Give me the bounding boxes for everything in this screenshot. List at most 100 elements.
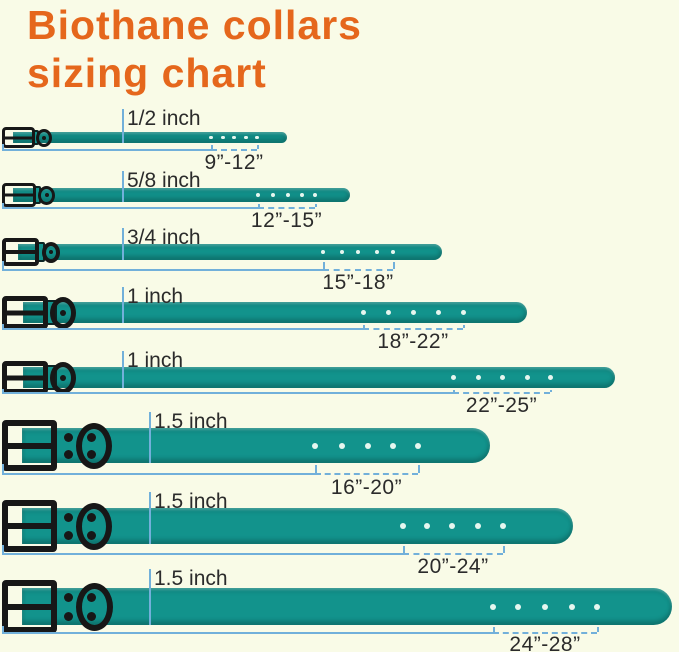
rivet <box>86 512 96 522</box>
measure-tick <box>323 262 325 269</box>
collar-hole <box>547 375 553 380</box>
d-ring <box>76 582 113 631</box>
collar-hole <box>232 135 236 140</box>
buckle-prong <box>2 136 18 139</box>
collar-hole <box>475 375 481 380</box>
measure-dashed-line <box>258 207 315 209</box>
measure-tick <box>503 546 505 553</box>
collar-hole <box>385 310 391 315</box>
buckle <box>2 296 48 329</box>
d-ring <box>76 502 112 550</box>
rivet <box>63 432 73 442</box>
length-range-label: 20”-24” <box>417 555 489 578</box>
collar-hole <box>244 135 248 140</box>
measure-tick <box>211 145 213 149</box>
d-ring <box>50 296 76 329</box>
buckle-prong <box>4 310 25 315</box>
measure-tick <box>418 465 420 473</box>
length-range-label: 16”-20” <box>330 476 403 499</box>
buckle-middle-bar <box>3 136 34 139</box>
buckle-prong <box>5 523 30 529</box>
measure-dashed-line <box>493 632 597 634</box>
measure-line <box>2 473 315 475</box>
measure-tick <box>258 204 260 207</box>
collar-hole <box>221 135 225 140</box>
collar-hole <box>542 603 548 610</box>
measure-line <box>2 392 453 394</box>
rivet <box>60 309 66 316</box>
collar-hole <box>365 442 371 449</box>
collar-hole <box>339 442 345 449</box>
width-label-tick <box>122 171 124 202</box>
measure-tick <box>2 203 4 207</box>
measure-line <box>2 632 493 634</box>
collar-hole <box>300 193 304 197</box>
rivet <box>86 530 96 540</box>
collar-hole <box>450 375 456 380</box>
width-label: 3/4 inch <box>127 226 201 249</box>
length-range-label: 24”-28” <box>509 633 581 652</box>
measure-tick <box>2 464 4 473</box>
buckle-middle-bar <box>5 375 45 380</box>
collar-hole <box>209 135 213 140</box>
width-label-tick <box>149 569 151 625</box>
width-label: 1.5 inch <box>154 490 228 513</box>
collar-hole <box>524 375 530 380</box>
rivet <box>63 449 73 459</box>
collar-hole <box>312 442 318 449</box>
buckle-middle-bar <box>4 250 37 254</box>
d-ring <box>42 241 60 263</box>
rivet <box>63 592 73 602</box>
length-range-label: 22”-25” <box>465 394 538 417</box>
measure-dashed-line <box>315 473 418 475</box>
buckle-middle-bar <box>3 193 35 197</box>
rivet <box>44 193 49 197</box>
collar-strap <box>23 367 615 388</box>
measure-tick <box>2 261 4 269</box>
measure-tick <box>453 390 455 392</box>
length-range-label: 18”-22” <box>377 330 449 353</box>
measure-line <box>2 328 363 330</box>
width-label: 1 inch <box>127 285 184 308</box>
measure-dashed-line <box>323 269 393 271</box>
d-ring <box>76 422 112 469</box>
buckle <box>2 500 57 552</box>
buckle-prong <box>5 443 30 448</box>
rivet <box>63 611 73 621</box>
length-range-label: 12”-15” <box>250 209 323 232</box>
measure-tick <box>2 324 4 328</box>
collar-hole <box>390 442 396 449</box>
measure-line <box>2 553 403 555</box>
collar-hole <box>400 523 406 529</box>
rivet <box>86 592 96 602</box>
width-label-tick <box>122 109 124 143</box>
measure-tick <box>493 627 495 632</box>
measure-tick <box>2 389 4 392</box>
measure-tick <box>315 465 317 473</box>
buckle <box>2 361 48 394</box>
width-label: 1.5 inch <box>154 567 228 590</box>
measure-dashed-line <box>363 328 463 330</box>
title-line-2: sizing chart <box>27 49 267 96</box>
buckle-middle-bar <box>5 310 45 315</box>
collar-hole <box>569 603 575 610</box>
collar-hole <box>271 193 275 197</box>
buckle-prong <box>4 375 25 380</box>
measure-tick <box>2 545 4 553</box>
buckle <box>2 238 39 266</box>
measure-tick <box>463 325 465 328</box>
length-range-label: 15”-18” <box>322 271 394 294</box>
collar-strap <box>22 508 573 544</box>
collar-hole <box>435 310 441 315</box>
collar-hole <box>320 249 326 255</box>
width-label-tick <box>149 412 151 463</box>
buckle-prong <box>5 604 30 609</box>
collar-strap <box>23 302 527 323</box>
collar-strap <box>13 132 287 143</box>
width-label: 1/2 inch <box>127 107 201 130</box>
width-label-tick <box>122 228 124 260</box>
measure-tick <box>597 627 599 632</box>
width-label-tick <box>122 351 124 388</box>
d-ring <box>38 185 55 205</box>
